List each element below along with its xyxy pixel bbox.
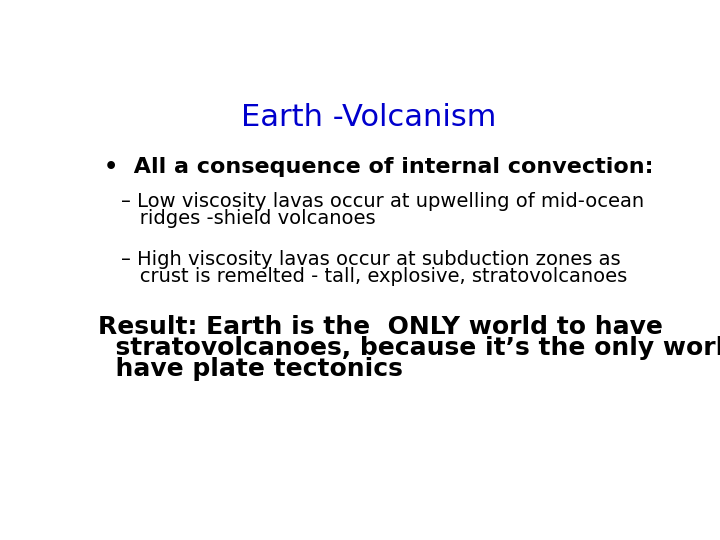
Text: have plate tectonics: have plate tectonics (98, 356, 402, 381)
Text: Result: Earth is the  ONLY world to have: Result: Earth is the ONLY world to have (98, 315, 662, 339)
Text: ridges -shield volcanoes: ridges -shield volcanoes (121, 209, 376, 228)
Text: Earth -Volcanism: Earth -Volcanism (241, 103, 497, 132)
Text: – Low viscosity lavas occur at upwelling of mid-ocean: – Low viscosity lavas occur at upwelling… (121, 192, 644, 211)
Text: •  All a consequence of internal convection:: • All a consequence of internal convecti… (104, 157, 654, 177)
Text: crust is remelted - tall, explosive, stratovolcanoes: crust is remelted - tall, explosive, str… (121, 267, 627, 286)
Text: stratovolcanoes, because it’s the only world to: stratovolcanoes, because it’s the only w… (98, 336, 720, 360)
Text: – High viscosity lavas occur at subduction zones as: – High viscosity lavas occur at subducti… (121, 249, 621, 268)
